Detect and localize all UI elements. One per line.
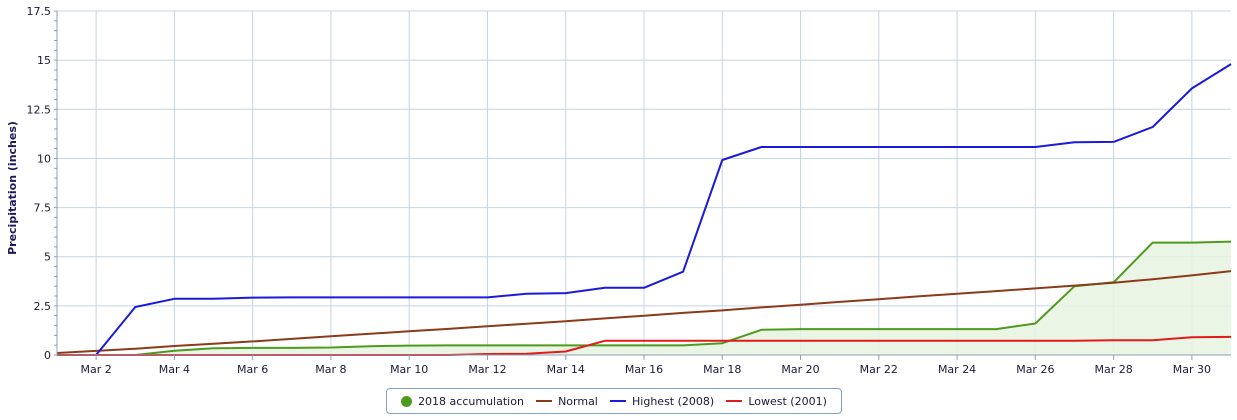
x-tick-label: Mar 20 [781,363,819,376]
grid [57,10,1231,356]
series-line-highest-2008[interactable] [57,63,1232,356]
x-tick-label: Mar 24 [938,363,976,376]
x-tick-label: Mar 10 [390,363,428,376]
y-tick-label: 17.5 [27,5,52,18]
x-tick-label: Mar 16 [625,363,663,376]
legend-label: Normal [558,394,598,408]
x-tick-label: Mar 4 [159,363,190,376]
area-fills [57,241,1231,355]
legend-label: 2018 accumulation [418,394,524,408]
y-tick-label: 15 [37,54,51,67]
x-tick-label: Mar 30 [1173,363,1211,376]
series-area-2018-accumulation [57,241,1231,355]
y-tick-label: 10 [37,152,51,165]
x-tick-label: Mar 26 [1016,363,1054,376]
y-axis-title: Precipitation (inches) [6,121,19,255]
y-tick-label: 2.5 [34,300,52,313]
series-line-2018-accumulation[interactable] [57,240,1232,356]
series-line-normal[interactable] [56,270,1232,354]
legend-label: Highest (2008) [632,394,715,408]
axes: 0 2.5 5 7.5 10 12.5 15 17.5 Mar 2 Mar 4 Mar 6 Mar 8… [27,5,1231,376]
y-tick-label: 5 [44,251,51,264]
x-tick-label: Mar 2 [81,363,112,376]
legend-item-lowest-2001[interactable]: Lowest (2001) [726,395,827,408]
x-tick-label: Mar 28 [1094,363,1132,376]
x-tick-label: Mar 14 [547,363,585,376]
y-tick-label: 0 [44,349,51,362]
legend-item-highest-2008[interactable]: Highest (2008) [610,395,714,408]
legend-line-icon [536,400,553,402]
legend-item-normal[interactable]: Normal [536,395,598,408]
legend-label: Lowest (2001) [748,394,827,408]
legend-line-icon [610,400,627,402]
x-tick-label: Mar 8 [315,363,346,376]
x-tick-label: Mar 12 [468,363,506,376]
legend-item-2018-accumulation[interactable]: 2018 accumulation [401,395,524,408]
y-tick-label: 12.5 [27,103,52,116]
x-tick-label: Mar 18 [703,363,741,376]
legend-line-icon [726,400,743,402]
y-tick-label: 7.5 [34,202,52,215]
legend-dot-icon [401,395,413,407]
x-tick-label: Mar 6 [237,363,268,376]
x-tick-label: Mar 22 [860,363,898,376]
chart-legend: 2018 accumulation Normal Highest (2008) Low… [386,388,842,414]
